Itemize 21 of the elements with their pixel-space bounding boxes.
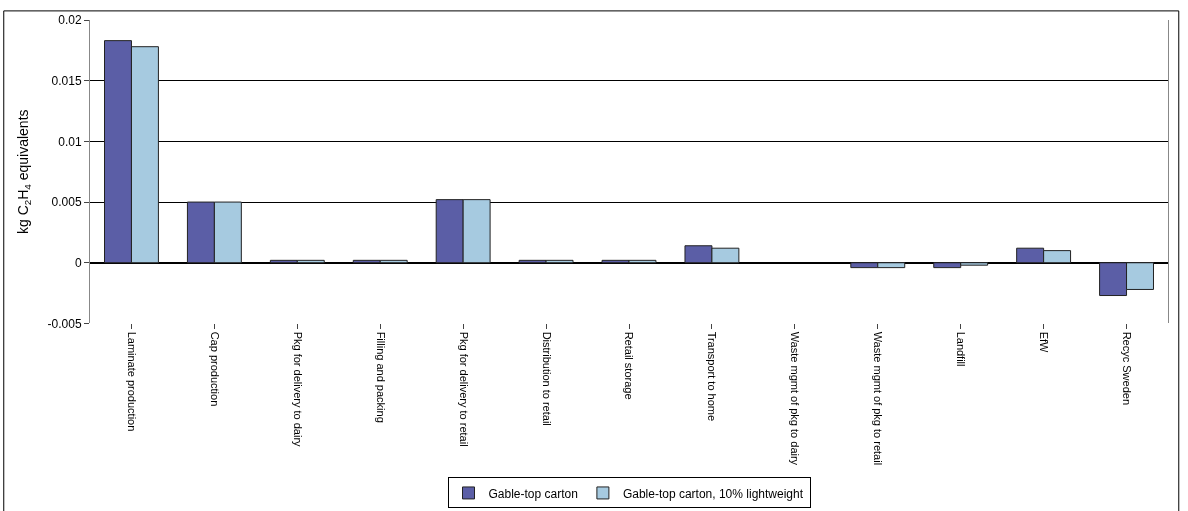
x-tick-label: Waste mgmt of pkg to dairy — [789, 331, 802, 466]
legend-label: Gable-top carton — [488, 486, 578, 501]
y-tick-label: 0.005 — [51, 195, 82, 210]
y-tick-label: 0 — [74, 255, 82, 270]
x-tick-label: EfW — [1038, 331, 1051, 354]
x-tick-label: Distribution to retail — [540, 331, 553, 426]
legend-label: Gable-top carton, 10% lightweight — [622, 486, 804, 501]
x-tick-label: Waste mgmt of pkg to retail — [872, 331, 885, 466]
x-tick-label: Transport to home — [706, 331, 719, 422]
x-tick-label: Filling and packing — [374, 331, 387, 423]
x-tick-label: Pkg for delivery to retail — [457, 331, 470, 447]
x-tick-label: Landfill — [955, 331, 968, 367]
x-tick-label: Retail storage — [623, 331, 636, 400]
x-tick-label: Pkg for delivery to dairy — [291, 331, 304, 448]
y-tick-label: 0.015 — [51, 73, 82, 88]
y-tick-label: -0.005 — [47, 316, 82, 331]
x-tick-label: Recyc Sweden — [1120, 331, 1133, 406]
y-tick-label: 0.02 — [58, 13, 82, 28]
x-tick-label: Cap production — [208, 331, 221, 407]
x-tick-label: Laminate production — [125, 331, 138, 432]
y-tick-label: 0.01 — [58, 134, 82, 149]
